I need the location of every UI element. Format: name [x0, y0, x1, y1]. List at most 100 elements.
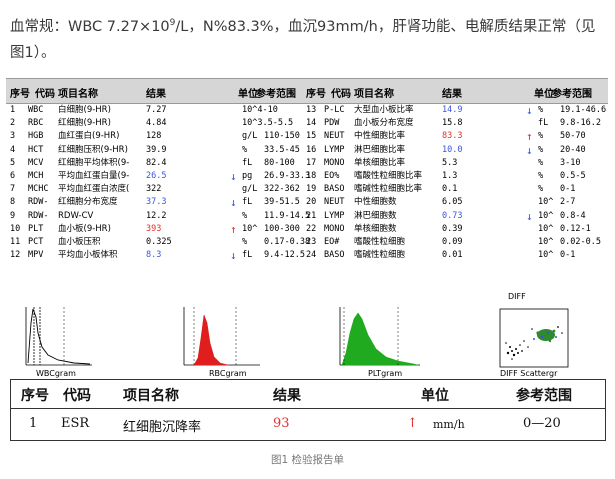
lab-cell-unit: 10^ [538, 223, 554, 234]
lab-cell-ref: 0.5-5 [560, 171, 586, 181]
lab-row-left: 8 RDW- 红细胞分布宽度 37.3 ↓ fL 39-51.5 [6, 196, 306, 209]
lab-cell-no: 18 [306, 171, 317, 181]
lab-cell-result: 0.01 [442, 250, 463, 261]
lab-head-code: 代码 [35, 89, 55, 100]
lab-row-left: 9 RDW- RDW-CV 12.2% 11.9-14.5 [6, 210, 310, 223]
lab-cell-no: 8 [10, 197, 16, 208]
lab-cell-result: 10.0 [442, 144, 463, 155]
esr-head-code: 代码 [63, 388, 91, 404]
lab-cell-ref: 26.9-33.3 [264, 171, 311, 181]
lab-cell-result: 26.5 [146, 171, 167, 181]
lab-cell-no: 14 [306, 118, 317, 129]
lab-cell-no: 21 [306, 210, 317, 221]
lab-head-name: 项目名称 [58, 89, 98, 100]
lab-cell-ref: 9.4-12.5 [264, 250, 305, 261]
lab-cell-code: P-LC [324, 105, 345, 115]
lab-cell-ref: 0-1 [560, 184, 576, 195]
lab-cell-ref: 9.8-16.2 [560, 118, 601, 129]
lab-head-unit: 单位 [238, 89, 258, 100]
lab-cell-ref: 19.1-46.6 [560, 105, 607, 115]
lab-head-unit-2: 单位 [534, 89, 554, 100]
lab-row-left: 7 MCHC 平均血红蛋白浓度(322 g/L 322-362 [6, 183, 306, 196]
lab-cell-name: 淋巴细胞比率 [354, 144, 406, 155]
lab-cell-code: LYMP [324, 144, 345, 155]
lab-cell-result: 12.2 [146, 210, 167, 221]
wbc-graph-label: WBCgram [36, 369, 76, 378]
lab-cell-no: 17 [306, 157, 317, 168]
lab-cell-result: 0.73 [442, 210, 463, 221]
flag-down-icon: ↓ [526, 104, 533, 117]
lab-cell-code: HCT [28, 144, 44, 155]
lab-cell-name: 红细胞(9-HR) [58, 118, 111, 129]
lab-cell-unit: 10^ [538, 210, 554, 221]
lab-row-right: 19 BASO 嗜碱性粒细胞比率 0.1% 0-1 [302, 183, 602, 196]
lab-cell-code: NEUT [324, 131, 345, 142]
lab-cell-no: 5 [10, 157, 16, 168]
lab-cell-no: 9 [10, 210, 16, 221]
lab-head-code-2: 代码 [331, 89, 351, 100]
esr-head-result: 结果 [273, 388, 301, 404]
wbc-histogram [25, 307, 92, 366]
plt-histogram [339, 307, 420, 366]
lab-row-right: 22 MONO 单核细胞数 0.39 10^ 0.12-1 [302, 223, 602, 236]
lab-cell-code: BASO [324, 250, 345, 261]
lab-cell-no: 12 [10, 250, 21, 261]
lab-cell-no: 23 [306, 237, 317, 247]
lab-row-left: 6 MCH 平均血红蛋白量(9- 26.5 ↓ pg 26.9-33.3 [6, 170, 310, 183]
lab-cell-name: 单核细胞比率 [354, 157, 406, 168]
lab-cell-ref: 0.17-0.38 [264, 237, 311, 247]
lab-head-result-2: 结果 [442, 89, 462, 100]
lab-cell-name: 平均血小板体积 [58, 250, 118, 261]
lab-cell-code: PLT [28, 223, 44, 234]
lab-cell-unit: 10^ [538, 237, 554, 247]
intro-paragraph: 血常规：WBC 7.27×109/L，N%83.3%，血沉93mm/h，肝肾功能… [10, 10, 605, 66]
rbc-histogram [183, 307, 260, 366]
lab-cell-ref: 0-1 [560, 250, 576, 261]
lab-cell-no: 7 [10, 184, 16, 195]
lab-cell-unit: g/L [242, 184, 258, 195]
lab-cell-code: NEUT [324, 197, 345, 208]
esr-row: 1 ESR 红细胞沉降率 93 ↑ mm/h 0—20 [11, 409, 605, 439]
lab-cell-name: 血小板压积 [58, 237, 101, 247]
lab-head-ref-2: 参考范围 [552, 89, 592, 100]
esr-head-seq: 序号 [21, 388, 49, 404]
lab-cell-unit: 10^ [242, 223, 258, 234]
lab-head-seq-2: 序号 [306, 89, 326, 100]
lab-cell-no: 22 [306, 223, 317, 234]
lab-cell-code: RDW- [28, 210, 49, 221]
figure-caption: 图1 检验报告单 [270, 454, 345, 466]
lab-head-name-2: 项目名称 [354, 89, 394, 100]
lab-cell-result: 1.3 [442, 171, 458, 181]
lab-cell-code: PCT [28, 237, 44, 247]
esr-name: 红细胞沉降率 [123, 420, 202, 435]
lab-cell-name: 血小板(9-HR) [58, 223, 111, 234]
esr-table: 序号 代码 项目名称 结果 单位 参考范围 1 ESR 红细胞沉降率 93 ↑ … [10, 379, 606, 441]
lab-cell-name: RDW-CV [58, 210, 94, 221]
lab-cell-ref: 110-150 [264, 131, 300, 142]
esr-header: 序号 代码 项目名称 结果 单位 参考范围 [11, 380, 605, 409]
lab-cell-result: 14.9 [442, 105, 463, 115]
lab-cell-result: 15.8 [442, 118, 463, 129]
lab-cell-no: 10 [10, 223, 21, 234]
histograms: WBCgram RBCgram PLTgram [6, 292, 608, 378]
lab-cell-code: RDW- [28, 197, 49, 208]
lab-cell-ref: 2-7 [560, 197, 576, 208]
lab-cell-ref: 100-300 [264, 223, 300, 234]
lab-header-bar: 序号 代码 项目名称 结果 单位 参考范围 序号 代码 项目名称 结果 单位 参… [6, 78, 608, 104]
rbc-graph-label: RBCgram [209, 369, 247, 378]
lab-cell-name: 中性细胞数 [354, 197, 397, 208]
lab-cell-code: EO# [324, 237, 340, 247]
lab-cell-unit: % [538, 144, 544, 155]
lab-cell-ref: 50-70 [560, 131, 586, 142]
lab-row-left: 4 HCT 红细胞压积(9-HR) 39.9% 33.5-45 [6, 144, 306, 157]
lab-cell-result: 5.3 [442, 157, 458, 168]
lab-cell-unit: fL [538, 118, 549, 129]
lab-cell-result: 82.4 [146, 157, 167, 168]
lab-cell-result: 0.325 [146, 237, 172, 247]
lab-cell-no: 2 [10, 118, 16, 129]
lab-cell-name: 血红蛋白(9-HR) [58, 131, 120, 142]
lab-cell-result: 0.1 [442, 184, 458, 195]
lab-cell-unit: % [242, 144, 248, 155]
lab-cell-unit: 10^ [538, 250, 554, 261]
lab-cell-name: 红细胞平均体积(9- [58, 157, 130, 168]
